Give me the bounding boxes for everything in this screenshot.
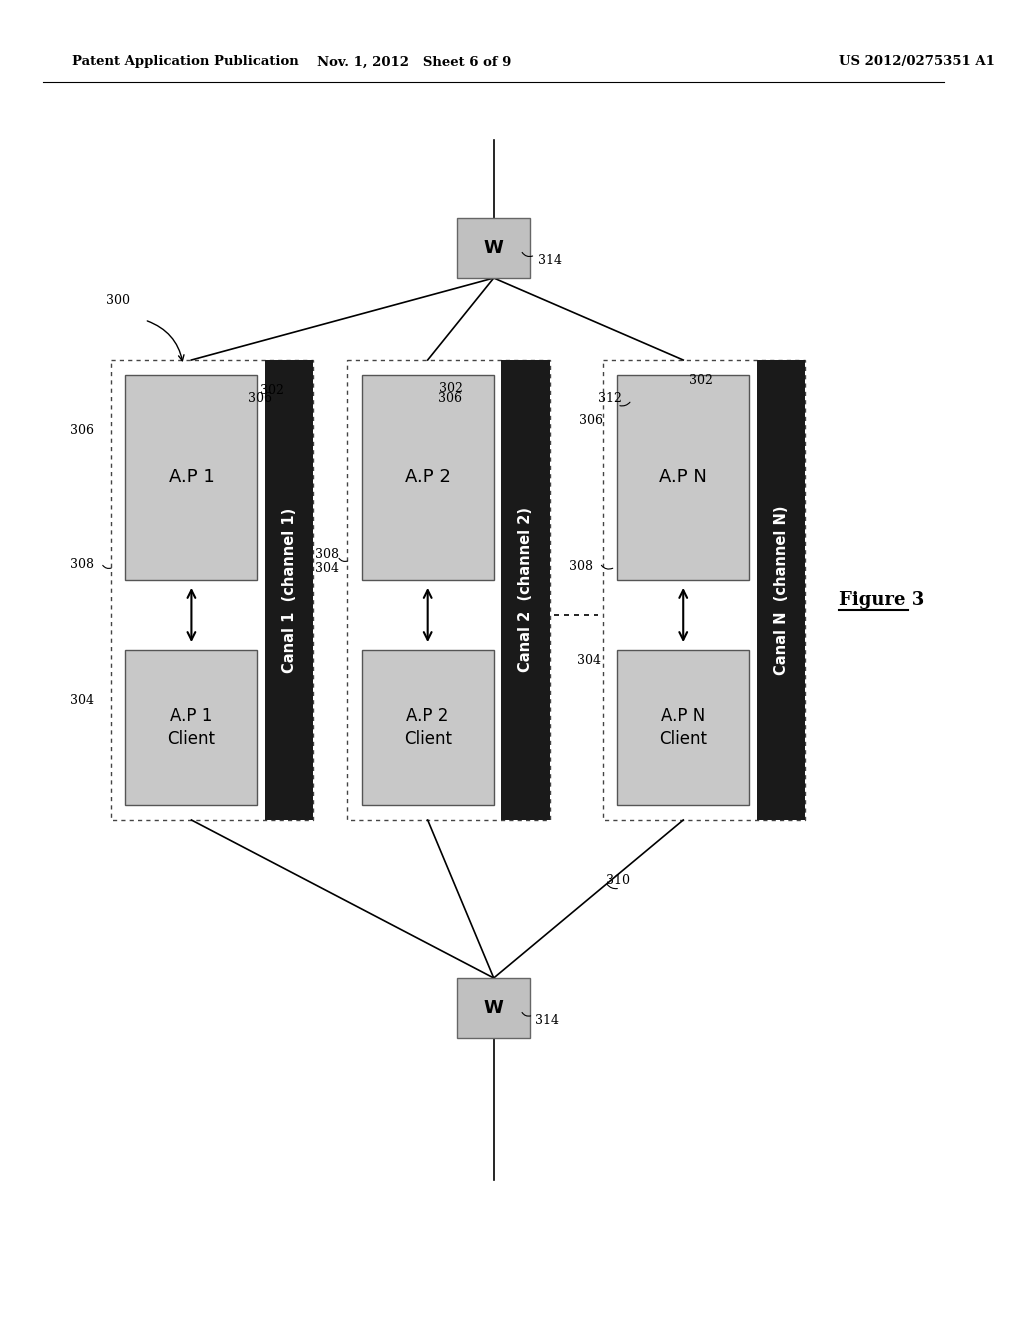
Text: US 2012/0275351 A1: US 2012/0275351 A1 — [839, 55, 995, 69]
Bar — [361, 375, 494, 579]
Text: A.P N: A.P N — [659, 469, 708, 487]
Text: 304: 304 — [577, 653, 601, 667]
Bar — [111, 360, 313, 820]
Bar — [457, 218, 530, 279]
Bar — [125, 649, 257, 805]
Text: 308: 308 — [71, 558, 94, 572]
Text: Figure 3: Figure 3 — [839, 591, 925, 609]
Text: 312: 312 — [598, 392, 622, 404]
Text: 308: 308 — [569, 561, 593, 573]
Text: 314: 314 — [536, 1014, 559, 1027]
Text: Canal 2  (channel 2): Canal 2 (channel 2) — [518, 507, 534, 672]
Text: 302: 302 — [689, 374, 714, 387]
Bar — [125, 375, 257, 579]
Text: 310: 310 — [605, 874, 630, 887]
Text: W: W — [483, 239, 504, 257]
Bar — [265, 360, 313, 820]
Text: 306: 306 — [438, 392, 462, 404]
Bar — [347, 360, 550, 820]
Text: 304: 304 — [315, 561, 339, 574]
Text: W: W — [483, 999, 504, 1016]
Bar — [502, 360, 550, 820]
Bar — [457, 978, 530, 1038]
Text: Patent Application Publication: Patent Application Publication — [73, 55, 299, 69]
Bar — [617, 375, 750, 579]
Text: Canal N  (channel N): Canal N (channel N) — [773, 506, 788, 675]
Text: 304: 304 — [71, 693, 94, 706]
Text: 302: 302 — [438, 381, 463, 395]
Bar — [617, 649, 750, 805]
Text: Nov. 1, 2012   Sheet 6 of 9: Nov. 1, 2012 Sheet 6 of 9 — [317, 55, 512, 69]
Text: Canal 1  (channel 1): Canal 1 (channel 1) — [282, 507, 297, 673]
Text: A.P 2: A.P 2 — [404, 469, 451, 487]
Bar — [757, 360, 805, 820]
Text: 308: 308 — [315, 549, 339, 561]
Text: 306: 306 — [71, 424, 94, 437]
Text: A.P N
Client: A.P N Client — [659, 706, 708, 748]
Text: A.P 2
Client: A.P 2 Client — [403, 706, 452, 748]
Text: A.P 1
Client: A.P 1 Client — [167, 706, 215, 748]
Text: 306: 306 — [579, 413, 602, 426]
Bar — [603, 360, 805, 820]
Text: A.P 1: A.P 1 — [169, 469, 214, 487]
Text: 300: 300 — [106, 293, 130, 306]
Text: 314: 314 — [538, 253, 562, 267]
Text: 302: 302 — [260, 384, 285, 396]
Bar — [361, 649, 494, 805]
Text: 306: 306 — [248, 392, 271, 404]
